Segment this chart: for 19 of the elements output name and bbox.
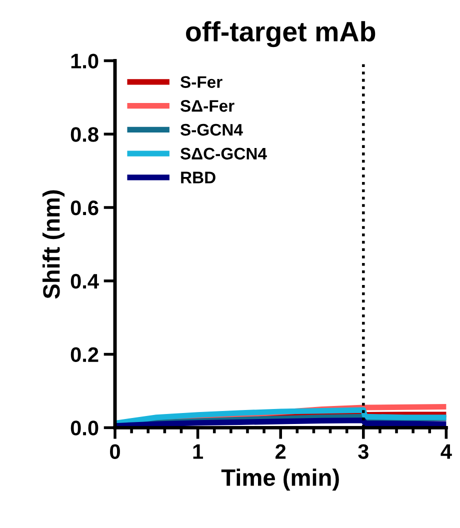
legend-label: S-Fer (180, 76, 222, 88)
x-tick-label: 0 (110, 444, 120, 459)
y-tick-label: 0.2 (70, 347, 98, 362)
y-tick-label: 1.0 (71, 54, 98, 68)
y-tick-label: 0.0 (70, 420, 98, 436)
y-axis-title: Shift (nm) (42, 190, 65, 299)
x-tick-label: 1 (193, 444, 204, 459)
legend-label: SΔ-Fer (180, 100, 234, 112)
x-tick-label: 3 (358, 444, 368, 459)
chart-title: off-target mAb (186, 21, 376, 48)
y-tick-label: 0.6 (70, 200, 98, 216)
legend-label: RBD (181, 172, 216, 184)
x-tick-label: 4 (440, 444, 452, 459)
y-tick-label: 0.8 (70, 127, 98, 142)
y-tick-label: 0.4 (70, 274, 99, 289)
legend-label: S-GCN4 (180, 124, 243, 136)
x-axis-title: Time (min) (221, 468, 339, 491)
legend-label: SΔC-GCN4 (180, 148, 267, 160)
x-tick-label: 2 (276, 444, 286, 459)
